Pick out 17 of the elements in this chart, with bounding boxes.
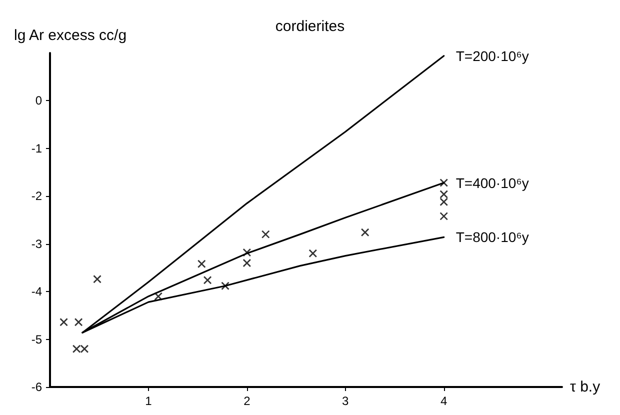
y-tick-label: -3	[31, 236, 42, 251]
chart-title: cordierites	[275, 18, 345, 35]
y-tick-label: -5	[31, 332, 42, 346]
x-tick-label: 2	[244, 394, 251, 408]
y-tick-label: 0	[35, 94, 42, 108]
series-label: T=800·10⁶y	[456, 229, 529, 246]
y-axis-title: lg Ar excess cc/g	[14, 27, 127, 44]
x-tick-label: 4	[440, 394, 448, 408]
x-axis-title: τ b.y	[570, 378, 601, 396]
y-tick-label: -1	[31, 141, 42, 156]
y-tick-label: -2	[31, 189, 42, 204]
x-tick-label: 3	[342, 394, 350, 408]
y-tick-label: -4	[31, 284, 42, 299]
series-label: T=200·10⁶y	[456, 48, 529, 64]
x-tick-label: 1	[145, 394, 152, 408]
y-tick-label: -6	[31, 380, 42, 394]
series-label: T=400·10⁶y	[456, 174, 529, 191]
